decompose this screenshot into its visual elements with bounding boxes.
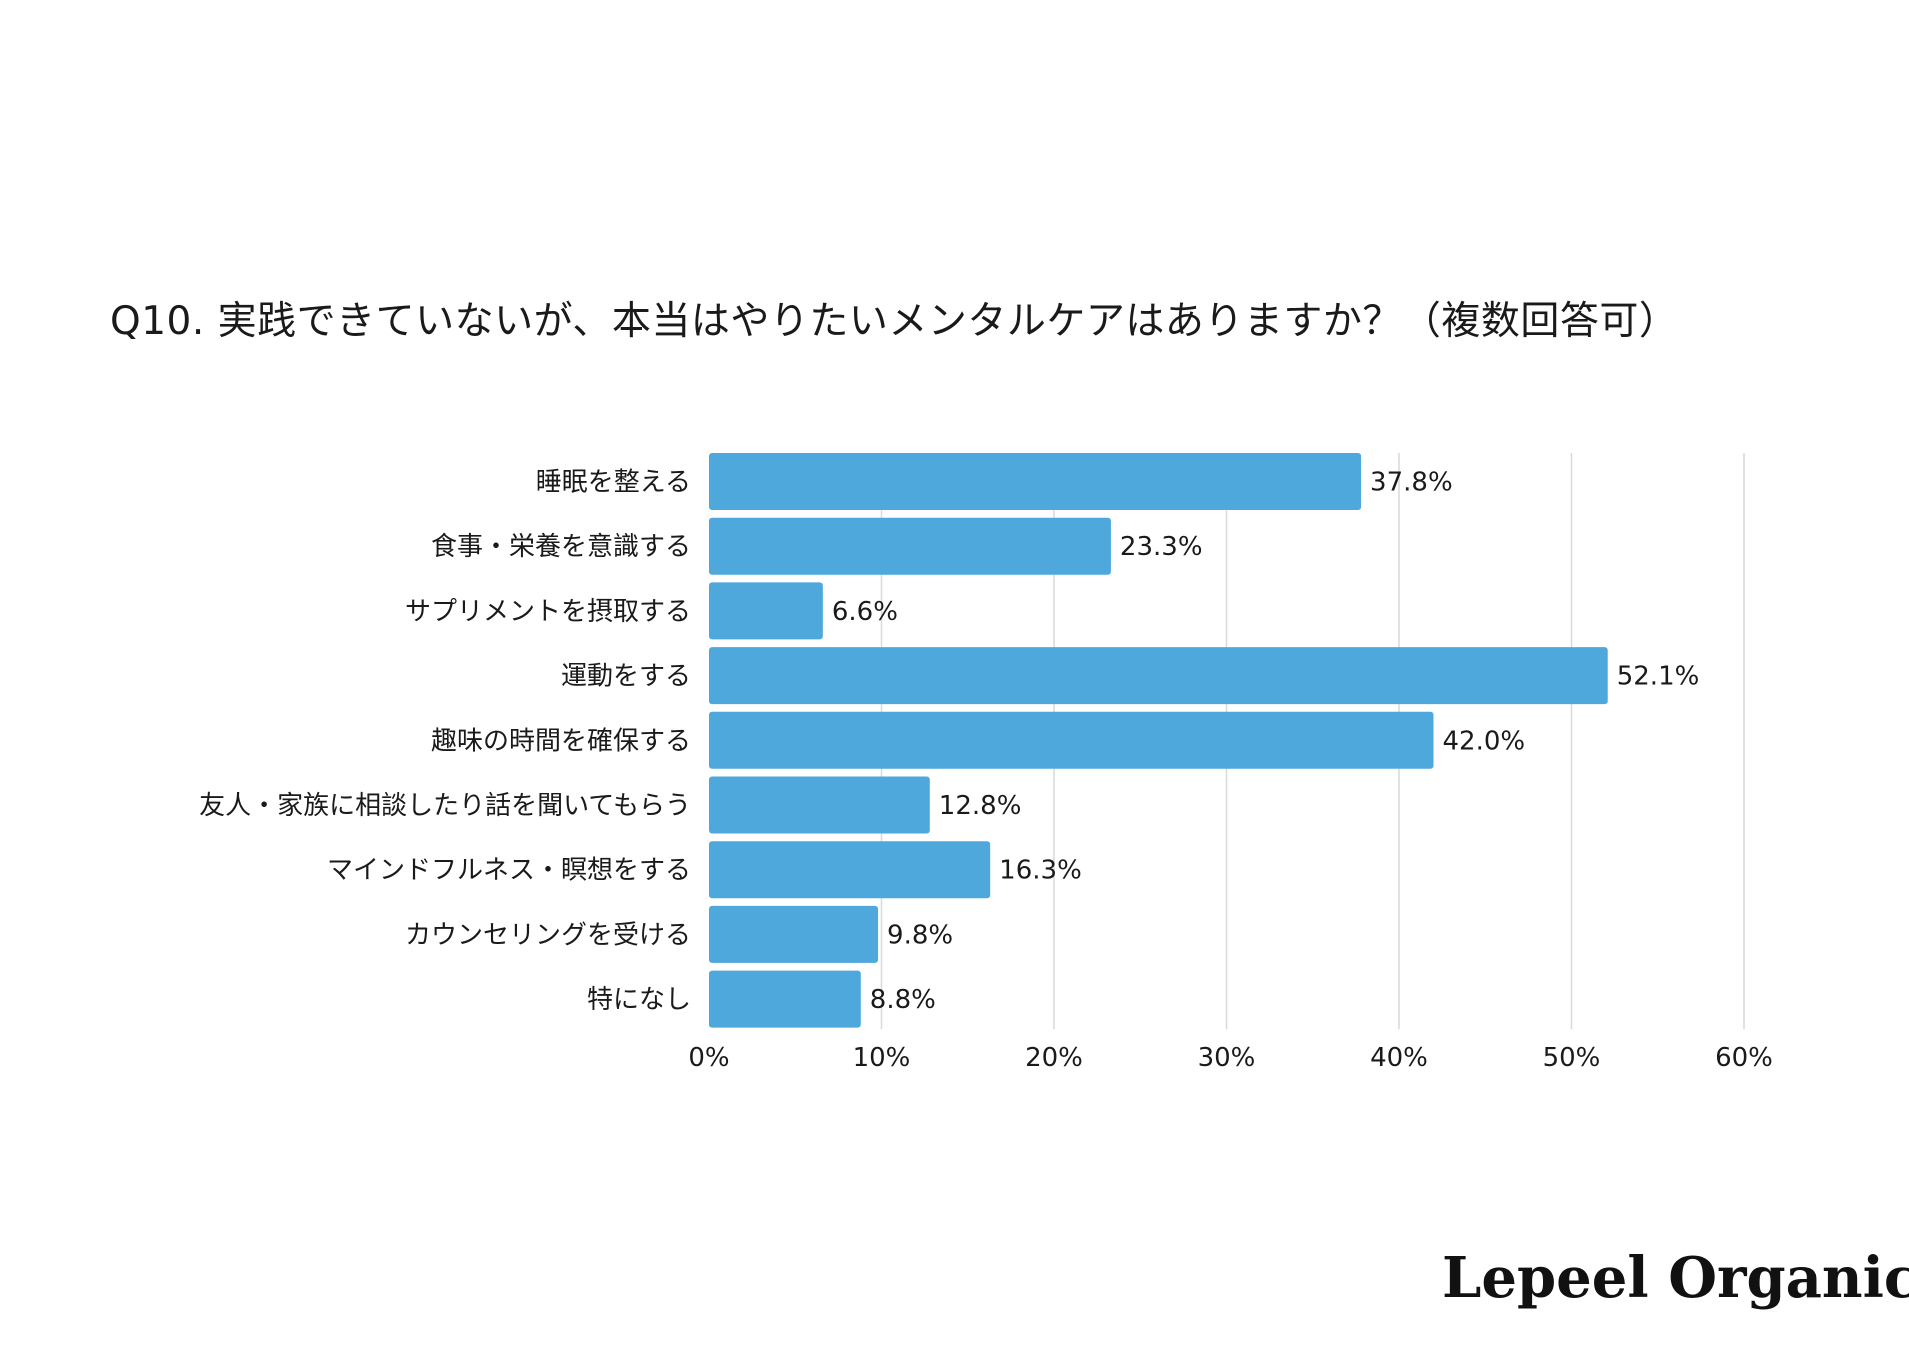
category-label: 趣味の時間を確保する <box>431 726 691 756</box>
bar <box>709 970 861 1028</box>
category-label: サプリメントを摂取する <box>405 597 691 627</box>
category-label: カウンセリングを受ける <box>405 920 691 950</box>
brand-logo: Lepeel Organics <box>1442 1245 1909 1311</box>
x-tick-label: 60% <box>1715 1043 1773 1073</box>
x-tick-label: 0% <box>688 1043 729 1073</box>
category-label: マインドフルネス・瞑想をする <box>327 856 691 886</box>
data-label: 8.8% <box>870 985 936 1015</box>
data-label: 37.8% <box>1370 468 1453 498</box>
category-label: 睡眠を整える <box>536 468 691 498</box>
data-label: 6.6% <box>832 597 898 627</box>
category-label: 特になし <box>587 985 691 1015</box>
data-label: 42.0% <box>1443 726 1526 756</box>
category-label: 友人・家族に相談したり話を聞いてもらう <box>199 791 691 821</box>
x-tick-label: 40% <box>1370 1043 1428 1073</box>
x-tick-label: 10% <box>853 1043 911 1073</box>
x-tick-label: 20% <box>1025 1043 1083 1073</box>
bar <box>709 776 930 834</box>
x-tick-label: 30% <box>1198 1043 1256 1073</box>
data-label: 16.3% <box>999 856 1082 886</box>
bar <box>709 647 1608 705</box>
x-tick-label: 50% <box>1543 1043 1601 1073</box>
bar <box>709 711 1434 769</box>
chart-title: Q10. 実践できていないが、本当はやりたいメンタルケアはありますか？（複数回答… <box>110 299 1679 344</box>
bar <box>709 517 1111 575</box>
bar <box>709 841 991 899</box>
bar <box>709 453 1362 510</box>
data-label: 52.1% <box>1617 662 1700 692</box>
category-label: 運動をする <box>561 662 691 692</box>
bar <box>709 582 823 640</box>
bar <box>709 905 879 963</box>
data-label: 23.3% <box>1120 532 1203 562</box>
category-label: 食事・栄養を意識する <box>431 532 691 562</box>
data-label: 12.8% <box>939 791 1022 821</box>
data-label: 9.8% <box>887 920 953 950</box>
